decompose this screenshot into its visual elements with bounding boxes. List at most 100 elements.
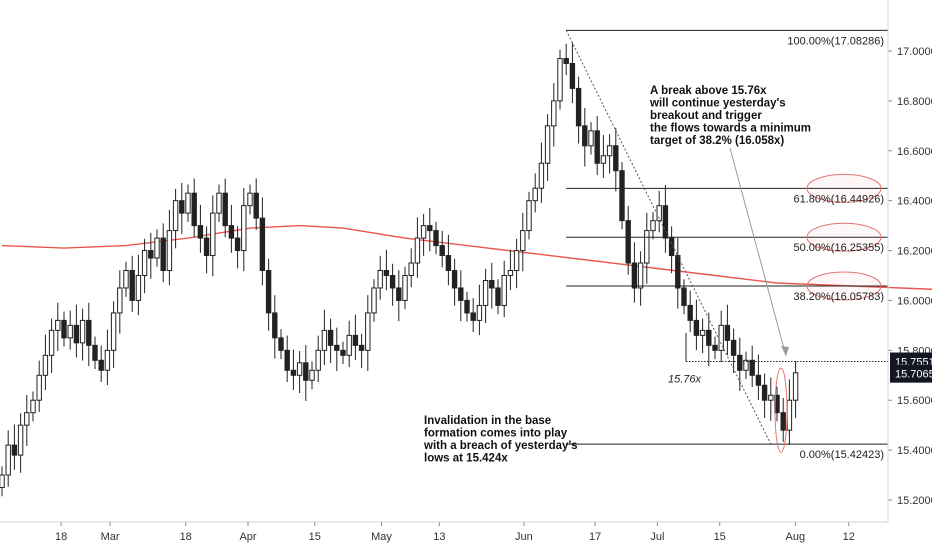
candle-down — [358, 344, 365, 351]
price-tick-label: 16.80000 — [897, 96, 932, 108]
candle-down — [191, 192, 197, 227]
candle-up — [507, 270, 514, 276]
candle-down — [755, 374, 762, 386]
candle-down — [278, 337, 284, 351]
candle-down — [625, 220, 631, 264]
annotation-text-line: target of 38.2% (16.058x) — [650, 135, 784, 147]
date-tick-label: 15 — [309, 531, 321, 543]
candle-up — [321, 329, 328, 351]
candle-down — [761, 384, 768, 401]
candle-up — [650, 220, 656, 232]
candle-down — [489, 279, 495, 289]
candle-down — [712, 344, 718, 351]
candle-down — [389, 275, 396, 289]
candle-down — [575, 87, 582, 127]
annotation-text-line: Invalidation in the base — [424, 415, 551, 427]
candle-up — [42, 354, 49, 376]
candle-down — [228, 225, 235, 239]
candle-down — [662, 205, 669, 239]
candle-up — [17, 424, 24, 456]
candle-up — [36, 374, 42, 401]
candle-down — [724, 324, 731, 341]
date-tick-label: Mar — [101, 531, 120, 543]
price-tick-label: 16.20000 — [897, 246, 932, 258]
candle-up — [743, 359, 749, 371]
candle-up — [5, 444, 11, 476]
candle-up — [346, 334, 352, 356]
candle-down — [303, 362, 309, 381]
moving-average-layer — [1, 224, 932, 290]
candle-up — [309, 369, 315, 381]
candle-down — [737, 354, 743, 371]
time-axis[interactable]: 18 Mar 18 Apr 15 May 13 Jun 17 Jul 15 Aug 12 — [55, 522, 855, 543]
date-tick-label: May — [371, 531, 392, 543]
candle-down — [675, 255, 681, 289]
candle-down — [290, 369, 297, 376]
candle-down — [265, 270, 272, 314]
moving-average-line — [1, 224, 932, 290]
candle-up — [185, 192, 191, 214]
price-tick-label: 15.20000 — [897, 495, 932, 507]
candle-up — [513, 250, 520, 272]
candle-down — [582, 125, 588, 147]
annotation-text-line: the flows towards a minimum — [650, 123, 811, 135]
candle-up — [117, 287, 123, 314]
price-tick-label: 16.40000 — [897, 196, 932, 208]
annotation-text-line: will continue yesterday's — [649, 98, 786, 110]
date-tick-label: 18 — [55, 531, 67, 543]
candle-down — [569, 62, 576, 89]
price-tick-label: 17.00000 — [897, 46, 932, 58]
candle-up — [520, 230, 526, 252]
candle-up — [247, 192, 253, 207]
candle-down — [234, 237, 241, 252]
candle-up — [48, 329, 55, 356]
candle-up — [30, 399, 36, 414]
annotation-text-line: breakout and trigger — [650, 110, 762, 122]
candle-down — [693, 319, 700, 336]
fib-level-label: 50.00%(16.25355) — [793, 242, 884, 254]
candle-down — [470, 312, 476, 321]
candle-down — [433, 230, 439, 247]
candle-up — [557, 57, 563, 102]
candle-down — [613, 145, 619, 172]
candle-up — [154, 237, 160, 259]
candle-down — [334, 344, 340, 351]
candle-up — [24, 412, 30, 426]
candle-down — [451, 270, 458, 289]
candle-up — [67, 324, 73, 339]
fib-highlight-circle — [806, 222, 882, 252]
candle-up — [371, 287, 377, 314]
candle-up — [365, 312, 371, 351]
date-tick-label: Jul — [650, 531, 664, 543]
annotation-text-line: A break above 15.76x — [650, 85, 767, 97]
candle-down — [284, 349, 290, 371]
candle-up — [699, 329, 706, 336]
candle-up — [135, 275, 142, 301]
price-axis[interactable]: 17.00000 16.80000 16.60000 16.40000 16.20000… — [888, 46, 932, 507]
candle-up — [172, 200, 179, 232]
candle-down — [253, 192, 259, 219]
date-tick-label: 13 — [433, 531, 445, 543]
breakout-candle-highlight — [774, 367, 788, 453]
candle-up — [414, 237, 421, 264]
candle-up — [141, 250, 148, 277]
candle-up — [551, 100, 557, 127]
price-tick-label: 16.00000 — [897, 295, 932, 307]
candle-up — [588, 130, 594, 147]
candle-down — [11, 444, 18, 456]
candle-up — [482, 279, 489, 306]
candle-down — [272, 312, 278, 339]
candle-up — [718, 324, 724, 351]
candle-up — [79, 319, 86, 344]
candle-up — [786, 399, 793, 431]
price-tick-label: 15.60000 — [897, 395, 932, 407]
candle-down — [197, 225, 204, 239]
fib-level-label: 38.20%(16.05783) — [793, 291, 884, 303]
candle-down — [129, 270, 135, 301]
candle-down — [427, 225, 433, 232]
fib-highlight-circle — [806, 271, 882, 301]
candle-up — [637, 262, 644, 289]
